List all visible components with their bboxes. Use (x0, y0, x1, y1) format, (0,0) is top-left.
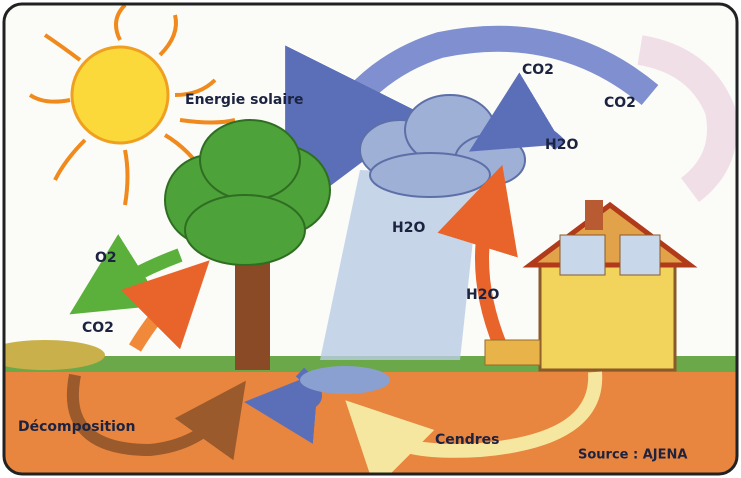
label-h2o-arrow: H2O (466, 287, 499, 303)
label-co2-top: CO2 (522, 62, 554, 78)
label-co2-right: CO2 (604, 95, 636, 111)
scene (0, 0, 741, 478)
label-source: Source : AJENA (578, 448, 687, 463)
woodpile (485, 340, 540, 365)
label-co2-left: CO2 (82, 320, 114, 336)
label-cendres: Cendres (435, 432, 500, 448)
label-energie: Energie solaire (185, 92, 304, 108)
sun-disc (72, 47, 168, 143)
label-decomposition: Décomposition (18, 419, 135, 435)
puddle (300, 366, 390, 394)
label-o2: O2 (95, 250, 117, 266)
label-h2o-cloud: H2O (545, 137, 578, 153)
carbon-cycle-illustration: Energie solaire CO2 CO2 H2O H2O H2O O2 C… (0, 0, 741, 478)
label-h2o-rain: H2O (392, 220, 425, 236)
